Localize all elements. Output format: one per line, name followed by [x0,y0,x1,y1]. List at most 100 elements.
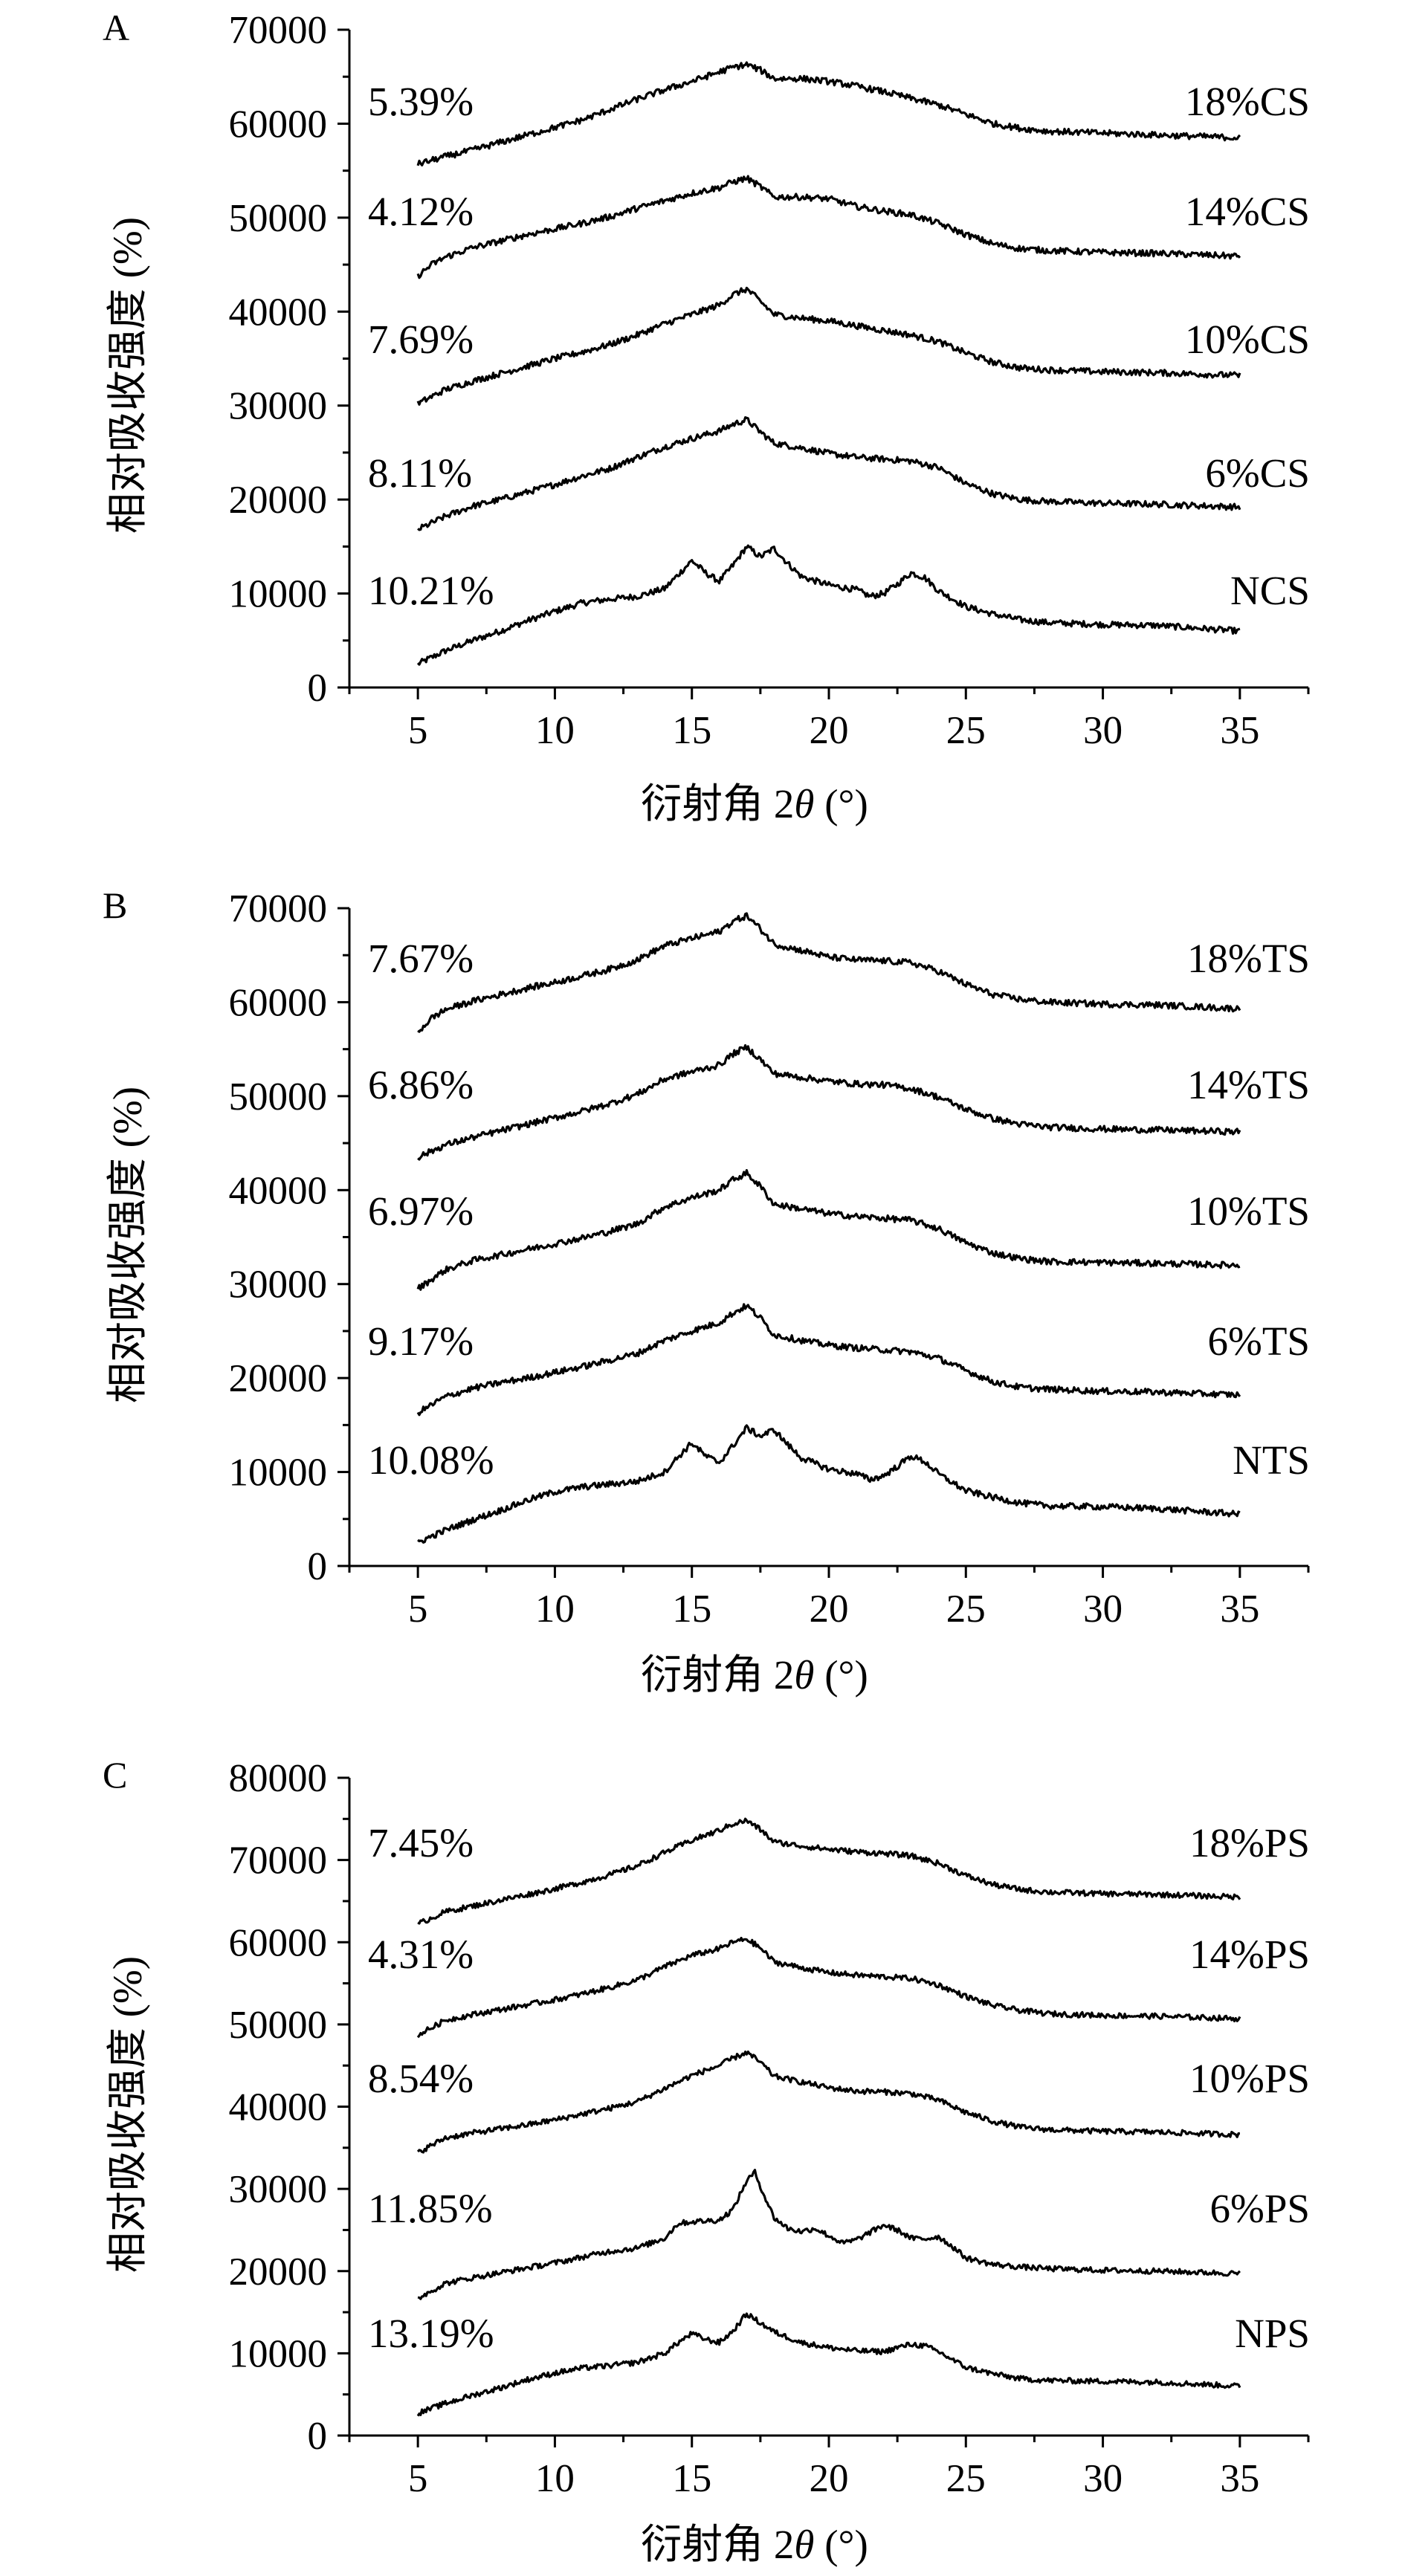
y-tick-label: 20000 [229,479,328,522]
x-tick-label: 15 [672,1588,711,1631]
y-tick-label: 20000 [229,1357,328,1400]
y-tick-label: 70000 [229,9,328,52]
crystallinity-label: 11.85% [368,2186,493,2231]
y-tick-label: 50000 [229,197,328,240]
x-tick-label: 10 [535,709,575,752]
series-label: 18%PS [1189,1820,1310,1865]
crystallinity-label: 10.21% [368,568,494,613]
series-label: 10%TS [1187,1188,1310,1234]
x-tick-label: 20 [810,709,849,752]
x-tick-label: 25 [946,2457,986,2500]
y-tick-label: 40000 [229,2086,328,2129]
x-tick-label: 10 [535,2457,575,2500]
series-line [416,175,1241,279]
y-tick-label: 70000 [229,1839,328,1883]
y-tick-label: 40000 [229,1169,328,1212]
series-line [416,1168,1241,1291]
x-tick-label: 25 [946,1588,986,1631]
y-tick-label: 0 [308,667,328,710]
crystallinity-label: 7.67% [368,936,474,981]
series-label: 6%PS [1210,2186,1311,2231]
crystallinity-label: 8.11% [368,450,472,496]
x-tick-label: 5 [408,1588,428,1631]
crystallinity-label: 4.12% [368,189,474,234]
crystallinity-label: 4.31% [368,1932,474,1977]
x-axis-title: 衍射角 2θ (°) [641,2522,868,2567]
x-tick-label: 20 [810,2457,849,2500]
series-line [416,61,1241,166]
x-tick-label: 35 [1220,1588,1259,1631]
crystallinity-label: 5.39% [368,79,474,124]
series-label: 14%TS [1187,1062,1310,1107]
series-label: 18%CS [1185,79,1310,124]
series-label: 10%PS [1189,2056,1310,2101]
y-tick-label: 50000 [229,1075,328,1119]
series-line [416,1303,1241,1417]
crystallinity-label: 13.19% [368,2311,494,2356]
y-tick-label: 60000 [229,1921,328,1964]
y-tick-label: 10000 [229,1452,328,1495]
series-line [417,912,1241,1033]
y-tick-label: 10000 [229,573,328,616]
y-tick-label: 80000 [229,1757,328,1800]
series-label: NPS [1235,2311,1310,2356]
x-tick-label: 30 [1083,709,1123,752]
x-axis-title: 衍射角 2θ (°) [641,781,868,826]
series-label: 14%PS [1189,1932,1310,1977]
crystallinity-label: 10.08% [368,1437,494,1483]
series-label: NTS [1233,1437,1310,1483]
panel-c: C 相对吸收强度 (%) 衍射角 2θ (°) 0 10000 20000 30000… [103,1754,1310,2567]
x-tick-label: 5 [408,2457,428,2500]
crystallinity-label: 7.45% [368,1820,474,1865]
crystallinity-label: 9.17% [368,1318,474,1364]
y-tick-label: 20000 [229,2250,328,2294]
series-label: 10%CS [1185,317,1310,362]
series-line [417,1424,1241,1544]
series-line [416,2312,1241,2417]
y-tick-label: 40000 [229,291,328,334]
series-line [416,286,1241,406]
series-line [417,1817,1241,1925]
series-label: 6%CS [1205,450,1310,496]
series-line [416,2050,1241,2154]
x-tick-label: 35 [1220,709,1259,752]
panel-b: B 相对吸收强度 (%) 衍射角 2θ (°) 0 10000 20000 30000… [103,884,1310,1698]
y-tick-label: 0 [308,2415,328,2458]
y-tick-label: 60000 [229,981,328,1024]
crystallinity-label: 8.54% [368,2056,474,2101]
y-axis-title: 相对吸收强度 (%) [105,1087,150,1403]
series-line [417,1043,1241,1161]
y-tick-label: 30000 [229,385,328,428]
x-tick-label: 30 [1083,1588,1123,1631]
x-tick-label: 35 [1220,2457,1259,2500]
x-tick-label: 30 [1083,2457,1123,2500]
series-line [416,544,1241,666]
x-tick-label: 15 [672,2457,711,2500]
series-label: NCS [1230,568,1310,613]
y-axis-title: 相对吸收强度 (%) [105,217,150,534]
x-tick-label: 25 [946,709,986,752]
series-label: 18%TS [1187,936,1310,981]
crystallinity-label: 6.97% [368,1188,474,1234]
y-axis-title: 相对吸收强度 (%) [105,1956,150,2273]
y-tick-label: 50000 [229,2004,328,2047]
panel-letter: B [103,884,127,926]
panel-letter: C [103,1754,127,1796]
x-axis-title: 衍射角 2θ (°) [641,1652,868,1698]
x-tick-label: 5 [408,709,428,752]
series-line [416,1936,1241,2039]
y-tick-label: 10000 [229,2332,328,2375]
x-tick-label: 20 [810,1588,849,1631]
y-tick-label: 0 [308,1545,328,1588]
x-tick-label: 15 [672,709,711,752]
y-tick-label: 70000 [229,887,328,931]
series-line [417,416,1241,531]
x-tick-label: 10 [535,1588,575,1631]
y-tick-label: 30000 [229,1263,328,1307]
panel-a: A 相对吸收强度 (%) 衍射角 2θ (°) 0 10000 20000 30000… [103,7,1310,826]
series-line [417,2169,1241,2300]
crystallinity-label: 6.86% [368,1062,474,1107]
y-tick-label: 30000 [229,2168,328,2211]
crystallinity-label: 7.69% [368,317,474,362]
